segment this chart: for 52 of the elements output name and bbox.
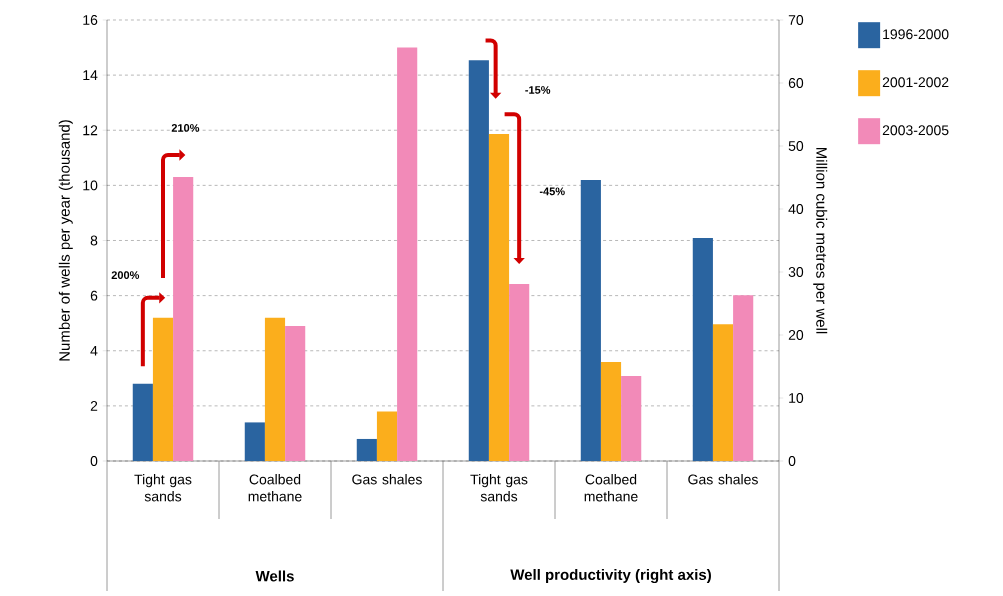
y2-tick-label: 60	[788, 78, 804, 88]
x-tick-label: Coalbed methane	[584, 474, 638, 502]
y2-tick-label: 50	[788, 141, 804, 151]
y-tick-label: 14	[83, 70, 98, 80]
annotation: -15%	[525, 86, 551, 94]
y-tick-label: 2	[90, 400, 98, 411]
y2-axis-title: Million cubic metres per well	[813, 147, 828, 334]
bar	[244, 422, 265, 461]
y-tick-label: 16	[83, 15, 98, 25]
bar	[488, 134, 510, 461]
x-tick-label: Tight gas sands	[134, 474, 192, 502]
y-tick-label: 12	[83, 125, 98, 136]
y2-tick-label: 30	[788, 267, 804, 277]
annotation: 200%	[111, 271, 140, 279]
bar	[376, 411, 398, 461]
bar	[712, 324, 734, 461]
y-tick-label: 4	[90, 345, 98, 356]
y-tick-label: 10	[83, 180, 98, 191]
y-axis-title: Number of wells per year (thousand)	[58, 120, 73, 361]
y-tick-label: 8	[90, 235, 98, 246]
legend-label: 1996-2000	[883, 29, 949, 40]
y2-tick-label: 70	[788, 15, 804, 25]
bar	[621, 375, 642, 461]
bar	[356, 438, 377, 461]
bar	[468, 60, 489, 461]
annotation: -45%	[539, 187, 565, 196]
bar	[152, 317, 174, 461]
legend-label: 2003-2005	[882, 125, 949, 136]
y2-tick-label: 40	[788, 204, 804, 214]
bar	[173, 177, 194, 461]
bar	[600, 362, 622, 461]
y-tick-label: 0	[90, 456, 98, 466]
y2-tick-label: 10	[789, 393, 804, 403]
x-tick-label: Gas shales	[352, 474, 422, 485]
x-tick-label: Gas shales	[688, 474, 758, 485]
x-tick-label: Tight gas sands	[470, 474, 528, 502]
bar	[580, 180, 601, 461]
x-tick-label: Coalbed methane	[248, 474, 302, 502]
annotation: 210%	[171, 124, 200, 132]
bar	[264, 317, 286, 461]
bar	[733, 295, 754, 461]
bar	[692, 237, 713, 461]
y-tick-label: 6	[90, 290, 98, 301]
text: Well productivity (right axis)	[510, 568, 711, 584]
bar	[285, 325, 306, 461]
text: Wells	[255, 570, 294, 582]
bar	[509, 283, 530, 461]
bar	[132, 383, 153, 461]
legend-label: 2001-2002	[882, 77, 949, 88]
y2-tick-label: 0	[788, 456, 796, 466]
bar	[397, 47, 418, 461]
y2-tick-label: 20	[788, 330, 804, 340]
